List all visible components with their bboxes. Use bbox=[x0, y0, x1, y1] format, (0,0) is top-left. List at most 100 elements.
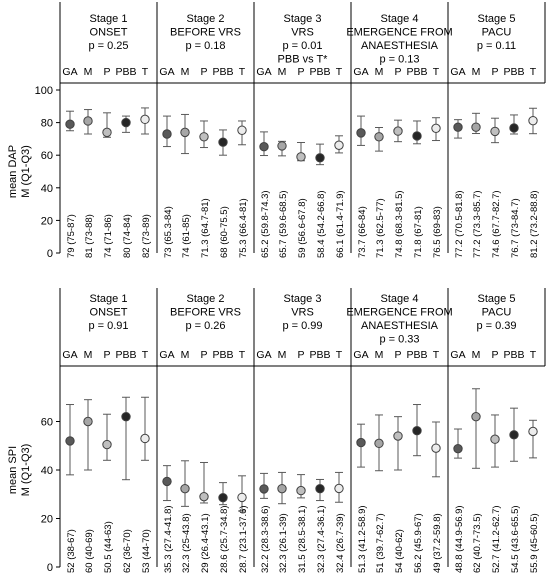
stage-title: BEFORE VRS bbox=[170, 307, 241, 319]
group-label: M bbox=[278, 66, 287, 78]
group-label: T bbox=[336, 66, 343, 78]
data-point bbox=[122, 118, 130, 126]
data-point bbox=[510, 431, 518, 439]
group-label: M bbox=[84, 66, 93, 78]
group-label: M bbox=[181, 349, 190, 361]
data-point bbox=[260, 143, 268, 151]
data-label: 51.3 (41.2-58.9) bbox=[357, 505, 368, 573]
group-label: P bbox=[491, 349, 498, 361]
stage-pvalue: p = 0.33 bbox=[379, 334, 419, 346]
stage-pvalue: p = 0.18 bbox=[185, 40, 225, 52]
group-label: T bbox=[239, 66, 246, 78]
data-label: 55.9 (45-60.5) bbox=[529, 513, 540, 573]
group-label: T bbox=[530, 349, 537, 361]
group-label: PBB bbox=[503, 349, 524, 361]
y-tick-label: 40 bbox=[41, 183, 53, 195]
data-label: 51 (39.7-62.7) bbox=[375, 513, 386, 573]
stage-title: PACU bbox=[482, 307, 512, 319]
data-point bbox=[278, 484, 286, 492]
data-label: 71.3 (62.5-77) bbox=[375, 198, 386, 258]
group-label: T bbox=[142, 349, 149, 361]
data-point bbox=[84, 117, 92, 125]
data-label: 65.2 (59.8-74.3) bbox=[260, 190, 271, 258]
data-label: 71.8 (67-81) bbox=[413, 206, 424, 258]
data-label: 68 (60-75.5) bbox=[219, 206, 230, 258]
data-point bbox=[432, 124, 440, 132]
stage-pvalue: p = 0.13 bbox=[379, 54, 419, 66]
data-point bbox=[335, 141, 343, 149]
data-point bbox=[238, 493, 246, 501]
group-label: P bbox=[297, 66, 304, 78]
stage-pvalue: p = 0.99 bbox=[282, 320, 322, 332]
data-point bbox=[297, 486, 305, 494]
data-point bbox=[454, 444, 462, 452]
group-label: P bbox=[297, 349, 304, 361]
group-label: PBB bbox=[212, 66, 233, 78]
y-tick-label: 20 bbox=[41, 215, 53, 227]
group-label: T bbox=[433, 66, 440, 78]
data-point bbox=[122, 412, 130, 420]
data-point bbox=[141, 434, 149, 442]
group-label: P bbox=[200, 349, 207, 361]
panel-1: mean DAPM (Q1-Q3) 0 20 40 60 80 100 Stage 1 ONSE… bbox=[7, 2, 545, 260]
data-label: 81.2 (73.2-88.8) bbox=[529, 190, 540, 258]
data-label: 74.6 (67.7-82.7) bbox=[491, 190, 502, 258]
data-label: 74 (61-85) bbox=[181, 214, 192, 258]
data-label: 74 (71-86) bbox=[103, 214, 114, 258]
data-label: 31.5 (28.5-38.1) bbox=[297, 505, 308, 573]
y-axis-label: mean SPIM (Q1-Q3) bbox=[7, 444, 32, 497]
stage-title: Stage 2 bbox=[187, 13, 225, 25]
group-label: M bbox=[375, 349, 384, 361]
stage-title: EMERGENCE FROM bbox=[346, 27, 452, 39]
stage-pvalue: p = 0.39 bbox=[476, 320, 516, 332]
data-label: 74.8 (68.3-81.5) bbox=[394, 190, 405, 258]
data-label: 50.5 (44-63) bbox=[103, 521, 114, 573]
y-tick-label: 60 bbox=[41, 150, 53, 162]
stage-title: PACU bbox=[482, 27, 512, 39]
group-label: PBB bbox=[309, 66, 330, 78]
data-label: 29 (26.4-43.1) bbox=[200, 513, 211, 573]
data-label: 48.8 (44.9-56.9) bbox=[454, 505, 465, 573]
data-point bbox=[316, 484, 324, 492]
data-point bbox=[181, 484, 189, 492]
data-label: 76.5 (69-83) bbox=[432, 206, 443, 258]
stage-title: Stage 4 bbox=[381, 13, 419, 25]
stage-title: EMERGENCE FROM bbox=[346, 307, 452, 319]
y-axis-label-line: M (Q1-Q3) bbox=[20, 145, 32, 198]
data-label: 53 (44-70) bbox=[141, 529, 152, 573]
group-label: GA bbox=[256, 349, 271, 361]
group-label: GA bbox=[353, 349, 368, 361]
group-label: GA bbox=[62, 66, 77, 78]
data-point bbox=[200, 133, 208, 141]
data-label: 59 (56.6-67.8) bbox=[297, 198, 308, 258]
data-point bbox=[529, 116, 537, 124]
data-label: 32.2 (28.3-38.6) bbox=[260, 505, 271, 573]
group-label: M bbox=[181, 66, 190, 78]
group-label: GA bbox=[450, 66, 465, 78]
data-label: 32.3 (25-43.8) bbox=[181, 513, 192, 573]
data-point bbox=[335, 484, 343, 492]
group-label: T bbox=[239, 349, 246, 361]
data-point bbox=[491, 127, 499, 135]
group-label: PBB bbox=[309, 349, 330, 361]
data-point bbox=[238, 126, 246, 134]
stage-pvalue: p = 0.25 bbox=[88, 40, 128, 52]
data-label: 49 (37.2-59.8) bbox=[432, 513, 443, 573]
stage-title: ANAESTHESIA bbox=[361, 320, 439, 332]
group-label: M bbox=[375, 66, 384, 78]
group-label: P bbox=[394, 66, 401, 78]
data-point bbox=[200, 492, 208, 500]
data-point bbox=[316, 154, 324, 162]
data-label: 32.4 (26.7-39) bbox=[335, 513, 346, 573]
data-point bbox=[357, 129, 365, 137]
group-label: GA bbox=[62, 349, 77, 361]
data-label: 56.2 (45.9-67) bbox=[413, 513, 424, 573]
data-label: 52.7 (41.2-62.7) bbox=[491, 505, 502, 573]
data-label: 60 (40-69) bbox=[84, 529, 95, 573]
data-point bbox=[66, 120, 74, 128]
data-label: 81 (73-88) bbox=[84, 214, 95, 258]
data-point bbox=[375, 439, 383, 447]
data-label: 58.4 (54.2-66.8) bbox=[316, 190, 327, 258]
